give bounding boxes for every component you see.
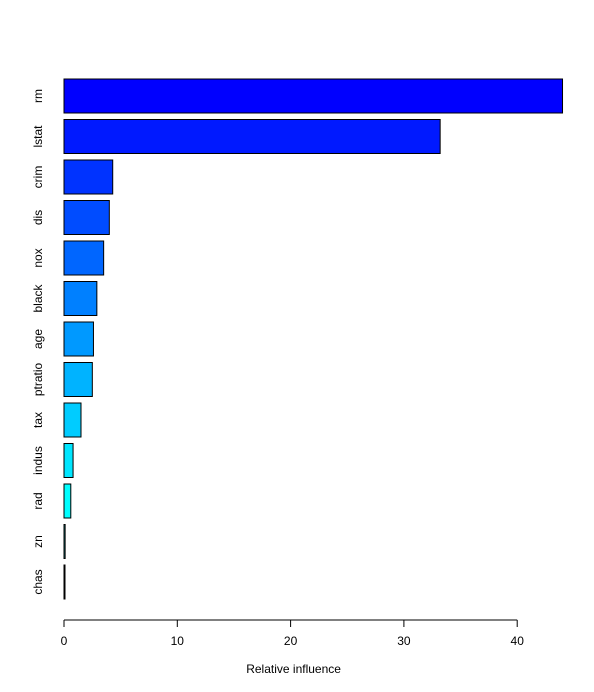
bar-zn (63, 524, 66, 559)
category-label-lstat: lstat (31, 125, 45, 148)
x-axis-title: Relative influence (246, 662, 341, 676)
bar-rad (63, 483, 72, 519)
category-label-ptratio: ptratio (31, 363, 45, 397)
category-label-indus: indus (31, 446, 45, 475)
category-label-chas: chas (31, 569, 45, 594)
x-tick-label-0: 0 (61, 634, 68, 648)
category-label-age: age (31, 329, 45, 349)
bar-chas (63, 564, 66, 600)
x-tick-label-30: 30 (397, 634, 411, 648)
category-label-nox: nox (31, 248, 45, 267)
bar-tax (63, 402, 82, 438)
bar-age (63, 321, 94, 357)
bar-crim (63, 159, 114, 195)
bar-indus (63, 443, 74, 478)
category-label-dis: dis (31, 210, 45, 225)
category-label-rad: rad (31, 492, 45, 509)
bar-nox (63, 240, 105, 276)
category-label-rm: rm (31, 89, 45, 103)
x-tick-label-10: 10 (171, 634, 185, 648)
x-tick-label-20: 20 (284, 634, 298, 648)
bar-rm (63, 78, 564, 114)
category-label-tax: tax (31, 412, 45, 428)
category-label-black: black (31, 283, 45, 312)
x-axis: 0 10 20 30 40 (61, 619, 525, 648)
bar-black (63, 281, 98, 316)
category-label-zn: zn (31, 535, 45, 548)
bars-group (63, 78, 564, 600)
category-labels: rm lstat crim dis nox black age ptratio tax indus… (31, 89, 45, 595)
bar-lstat (63, 119, 441, 154)
category-label-crim: crim (31, 166, 45, 189)
bar-dis (63, 200, 110, 235)
x-tick-label-40: 40 (511, 634, 525, 648)
bar-ptratio (63, 362, 93, 397)
